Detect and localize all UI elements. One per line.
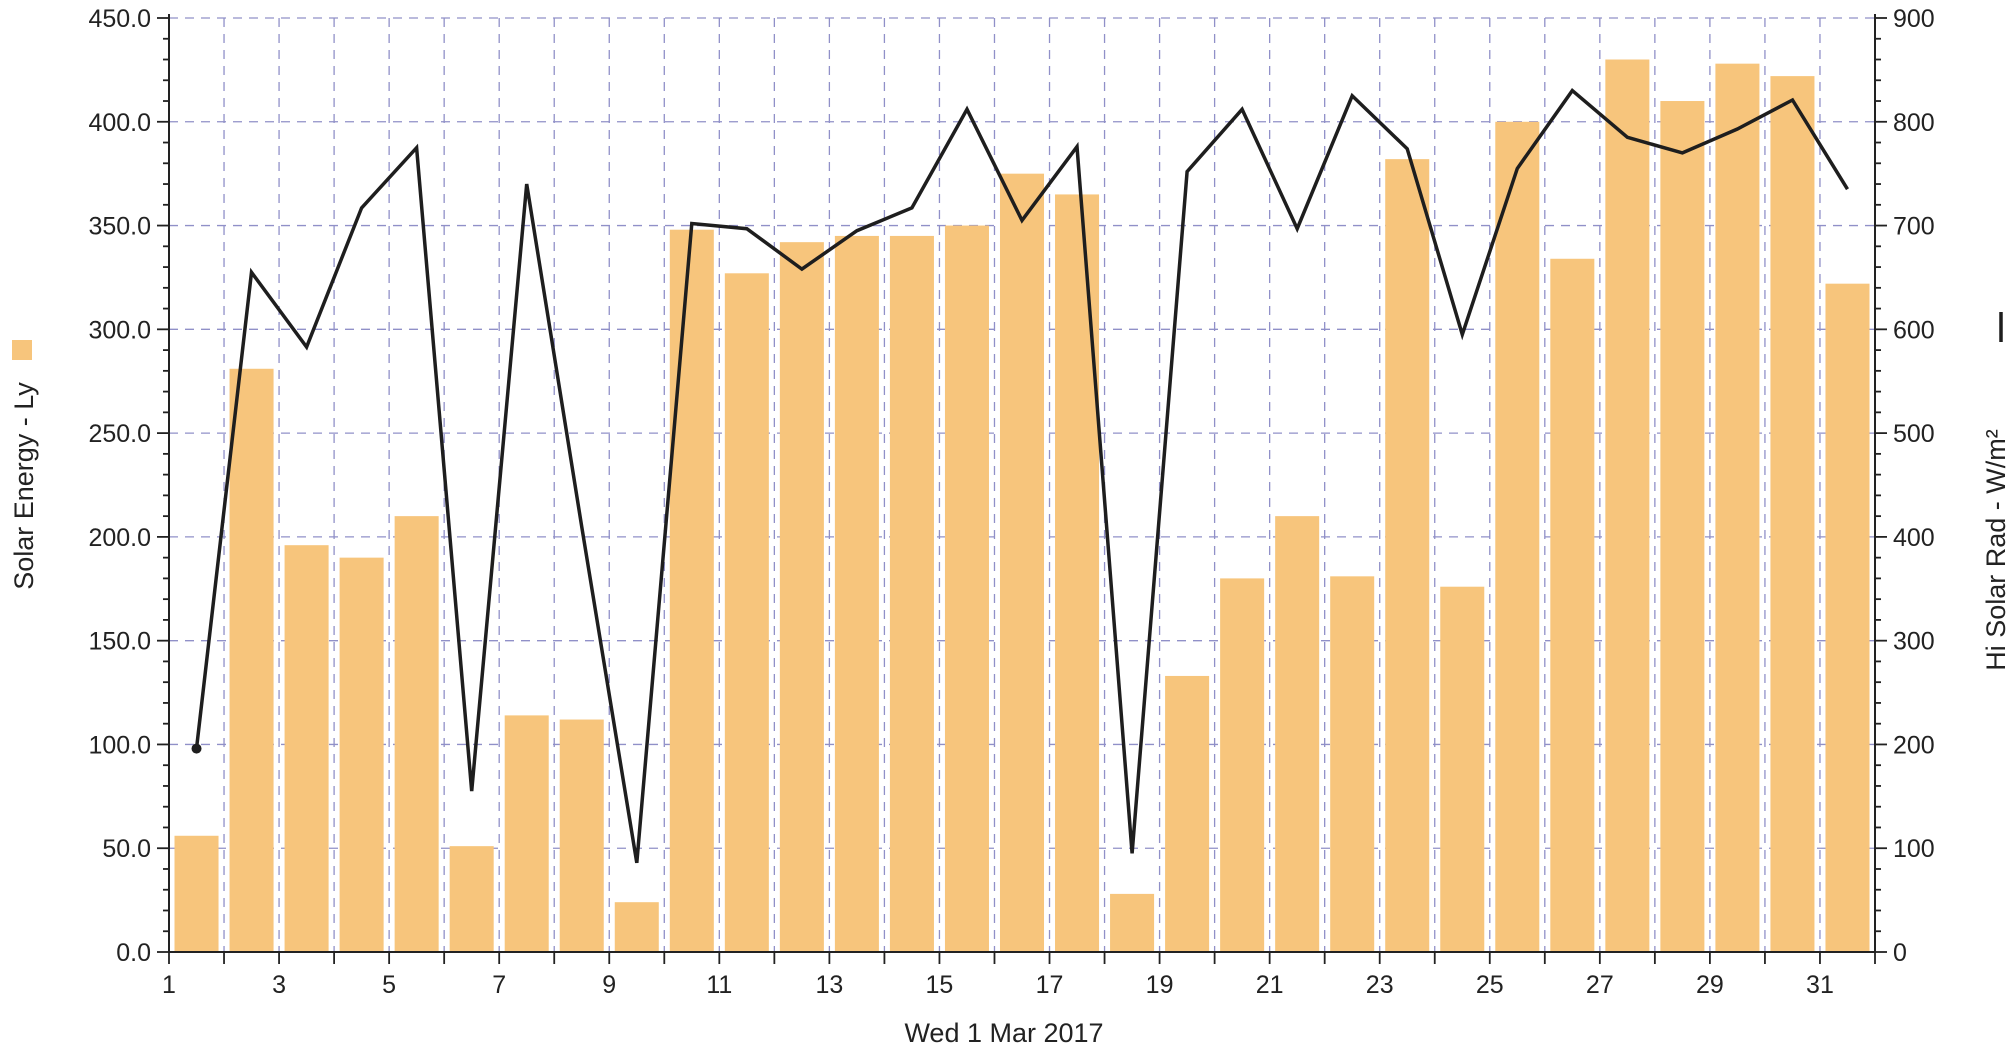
x-tick-label: 21 xyxy=(1256,971,1284,999)
left-tick-label: 450.0 xyxy=(88,5,151,33)
bar-day-24 xyxy=(1440,586,1485,952)
x-tick-label: 17 xyxy=(1036,971,1064,999)
x-tick-label: 31 xyxy=(1806,971,1834,999)
x-axis-title: Wed 1 Mar 2017 xyxy=(904,1018,1103,1048)
bar-day-13 xyxy=(834,235,879,952)
bar-day-30 xyxy=(1770,76,1815,953)
right-tick-label: 700 xyxy=(1893,213,1935,241)
x-tick-label: 3 xyxy=(272,971,286,999)
bar-day-9 xyxy=(614,902,659,952)
bar-day-5 xyxy=(394,516,439,952)
x-tick-label: 7 xyxy=(492,971,506,999)
bar-day-16 xyxy=(999,173,1045,952)
bar-day-21 xyxy=(1275,516,1320,952)
left-axis-title-group: Solar Energy - Ly xyxy=(9,340,39,590)
right-axis-title: Hi Solar Rad - W/m² xyxy=(1981,429,2011,671)
right-tick-label: 600 xyxy=(1893,316,1935,344)
hi-solar-rad-line xyxy=(194,88,1849,864)
bar-day-22 xyxy=(1330,576,1375,952)
right-tick-label: 100 xyxy=(1893,835,1935,863)
bar-day-6 xyxy=(449,846,494,952)
bar-day-27 xyxy=(1605,59,1650,953)
bar-day-29 xyxy=(1715,63,1760,952)
left-tick-label: 50.0 xyxy=(102,835,151,863)
x-tick-label: 19 xyxy=(1146,971,1174,999)
right-tick-label: 400 xyxy=(1893,524,1935,552)
x-tick-label: 13 xyxy=(815,971,843,999)
bar-day-23 xyxy=(1385,159,1430,953)
x-tick-label: 5 xyxy=(382,971,396,999)
bar-day-19 xyxy=(1165,675,1210,952)
x-tick-label: 15 xyxy=(926,971,954,999)
bar-day-8 xyxy=(559,719,604,952)
left-tick-label: 100.0 xyxy=(88,731,151,759)
x-tick-label: 1 xyxy=(162,971,176,999)
bar-day-18 xyxy=(1110,893,1155,952)
bar-day-1 xyxy=(174,835,219,952)
left-legend-swatch xyxy=(12,340,32,360)
left-tick-label: 300.0 xyxy=(88,316,151,344)
right-tick-label: 900 xyxy=(1893,5,1935,33)
line-series xyxy=(191,88,1849,864)
left-axis-title: Solar Energy - Ly xyxy=(9,382,39,590)
bar-day-31 xyxy=(1825,283,1870,952)
left-tick-label: 150.0 xyxy=(88,628,151,656)
bar-day-10 xyxy=(669,229,714,952)
bar-day-15 xyxy=(944,225,989,953)
bar-day-20 xyxy=(1220,578,1265,952)
right-tick-label: 500 xyxy=(1893,420,1935,448)
bar-day-26 xyxy=(1550,258,1595,953)
bar-day-7 xyxy=(504,715,549,952)
x-tick-label: 27 xyxy=(1586,971,1614,999)
bar-day-25 xyxy=(1495,121,1540,953)
bar-day-11 xyxy=(724,273,769,952)
x-tick-label: 11 xyxy=(706,971,732,999)
bar-day-2 xyxy=(229,368,274,952)
left-tick-label: 200.0 xyxy=(88,524,151,552)
x-tick-label: 29 xyxy=(1696,971,1724,999)
right-axis-title-group: Hi Solar Rad - W/m² xyxy=(1981,312,2011,671)
x-tick-label: 23 xyxy=(1366,971,1394,999)
x-tick-label: 25 xyxy=(1476,971,1504,999)
left-tick-label: 400.0 xyxy=(88,109,151,137)
x-tick-label: 9 xyxy=(602,971,616,999)
bar-day-14 xyxy=(889,235,934,952)
axes xyxy=(157,14,1887,964)
right-tick-label: 300 xyxy=(1893,628,1935,656)
bar-day-4 xyxy=(339,557,384,952)
bar-day-12 xyxy=(779,242,824,952)
bar-day-3 xyxy=(284,545,329,952)
right-tick-label: 800 xyxy=(1893,109,1935,137)
tick-labels: 0.0 50.0 100.0 150.0 200.0 250.0 300.0 350.0 400… xyxy=(88,5,1934,999)
bar-series xyxy=(174,59,1870,953)
left-tick-label: 0.0 xyxy=(116,939,151,967)
line-start-point xyxy=(191,743,202,754)
right-tick-label: 0 xyxy=(1893,939,1907,967)
bar-day-28 xyxy=(1660,101,1705,953)
left-tick-label: 350.0 xyxy=(88,213,151,241)
left-tick-label: 250.0 xyxy=(88,420,151,448)
right-tick-label: 200 xyxy=(1893,731,1935,759)
bar-day-17 xyxy=(1055,194,1100,952)
